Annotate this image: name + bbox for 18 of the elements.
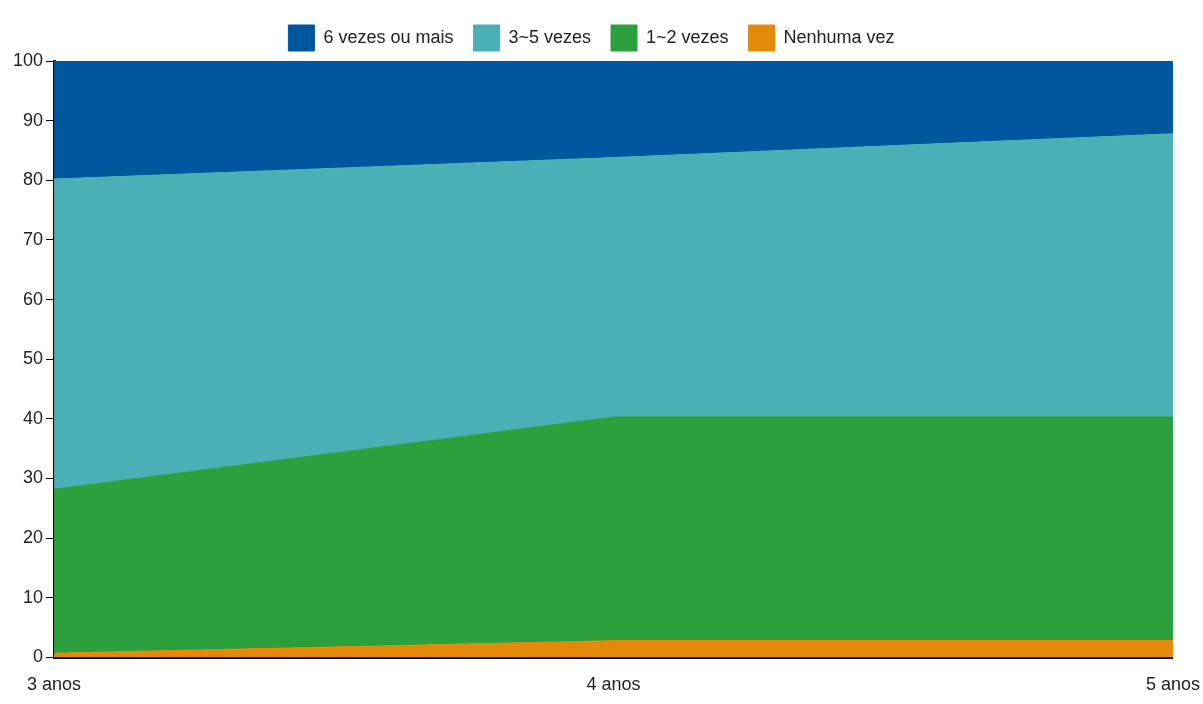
- y-tick-label: 30: [23, 467, 44, 488]
- x-tick-label: 3 anos: [27, 674, 82, 695]
- x-tick-label: 4 anos: [586, 674, 641, 695]
- x-tick-label: 5 anos: [1145, 674, 1200, 695]
- legend-label: 3~5 vezes: [508, 26, 592, 47]
- y-tick-label: 10: [23, 586, 44, 607]
- y-tick-label: 40: [23, 407, 44, 428]
- y-tick-label: 70: [23, 228, 44, 249]
- y-tick-label: 20: [23, 527, 44, 548]
- y-tick-label: 80: [23, 169, 44, 190]
- y-tick-label: 60: [23, 288, 44, 309]
- y-tick-label: 0: [33, 646, 44, 667]
- legend-label: 1~2 vezes: [646, 26, 729, 47]
- legend-label: 6 vezes ou mais: [323, 26, 454, 47]
- y-tick-label: 50: [23, 348, 44, 369]
- legend-label: Nenhuma vez: [783, 26, 895, 47]
- y-tick-label: 100: [12, 49, 44, 70]
- y-tick-label: 90: [23, 109, 44, 130]
